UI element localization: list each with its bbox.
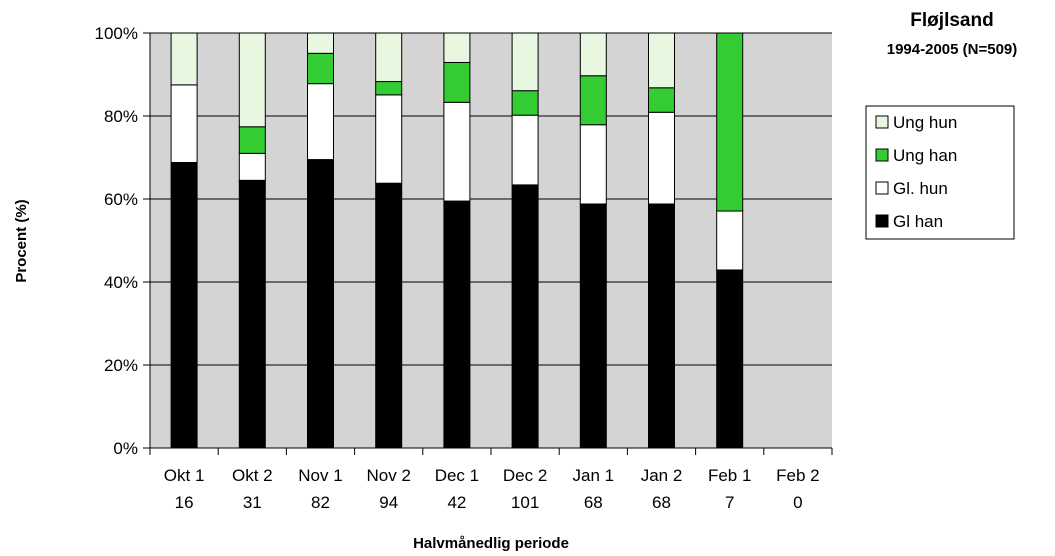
legend-swatch <box>875 214 889 228</box>
bar-segment <box>443 200 471 449</box>
x-tick-label: Feb 2 <box>776 466 819 485</box>
bar-segment <box>443 32 471 63</box>
bars <box>170 32 744 449</box>
chart-title: Fløjlsand <box>910 10 993 31</box>
legend-swatch <box>875 181 889 195</box>
x-tick-count: 0 <box>793 493 802 512</box>
bar-segment <box>375 32 403 83</box>
bar-segment <box>238 126 266 154</box>
bar-segment <box>238 152 266 181</box>
bar-segment <box>579 203 607 449</box>
legend-label: Gl han <box>893 212 943 231</box>
y-tick-labels: 0% 20% 40% 60% 80% 100% <box>95 24 150 458</box>
bar-segment <box>716 210 744 271</box>
legend-label: Gl. hun <box>893 179 948 198</box>
bar-segment <box>238 32 266 128</box>
y-axis-title: Procent (%) <box>13 199 30 282</box>
bar-segment <box>511 90 539 116</box>
bar-segment <box>716 32 744 212</box>
x-tick-label: Jan 2 <box>641 466 683 485</box>
x-tick-label: Dec 2 <box>503 466 547 485</box>
x-tick-label: Okt 1 <box>164 466 205 485</box>
x-tick-count: 7 <box>725 493 734 512</box>
bar-segment <box>648 32 675 89</box>
x-tick-label: Feb 1 <box>708 466 751 485</box>
x-tick-count: 16 <box>175 493 194 512</box>
y-tick-label: 20% <box>104 356 138 375</box>
bar-segment <box>648 203 675 449</box>
legend: Ung hun Ung han Gl. hun Gl han <box>865 105 1015 240</box>
legend-box <box>865 105 1015 240</box>
y-tick-label: 40% <box>104 273 138 292</box>
bar-segment <box>307 159 334 449</box>
y-tick-label: 100% <box>95 24 138 43</box>
bar-segment <box>648 87 675 113</box>
x-tick-count: 101 <box>511 493 539 512</box>
bar-segment <box>170 161 198 449</box>
bar-segment <box>443 61 471 103</box>
bar-segment <box>238 179 266 449</box>
x-tick-label: Dec 1 <box>435 466 479 485</box>
bar-segment <box>579 32 607 77</box>
bar-segment <box>307 52 334 85</box>
x-tick-count: 31 <box>243 493 262 512</box>
bar-segment <box>375 94 403 184</box>
bar-segment <box>579 124 607 205</box>
bar-segment <box>579 75 607 126</box>
bar-segment <box>511 184 539 449</box>
legend-label: Ung hun <box>893 113 957 132</box>
x-tick-count: 42 <box>447 493 466 512</box>
x-tick-count: 68 <box>584 493 603 512</box>
x-tick-label: Okt 2 <box>232 466 273 485</box>
bar-segment <box>375 81 403 96</box>
bar-segment <box>716 269 744 449</box>
bar-segment <box>170 84 198 163</box>
bar-segment <box>511 32 539 92</box>
bar-segment <box>443 101 471 202</box>
x-tick-count: 68 <box>652 493 671 512</box>
x-tick-label: Nov 1 <box>298 466 342 485</box>
bar-segment <box>511 114 539 186</box>
x-tick-count: 94 <box>379 493 398 512</box>
bar-segment <box>648 111 675 205</box>
bar-segment <box>307 83 334 161</box>
x-axis-title: Halvmånedlig periode <box>413 535 569 552</box>
y-tick-label: 80% <box>104 107 138 126</box>
legend-swatch <box>875 148 889 162</box>
legend-swatch <box>875 115 889 129</box>
y-tick-label: 0% <box>113 439 138 458</box>
bar-segment <box>375 182 403 449</box>
x-tick-label: Nov 2 <box>366 466 410 485</box>
x-tick-label: Jan 1 <box>573 466 615 485</box>
bar-segment <box>307 32 334 54</box>
y-tick-label: 60% <box>104 190 138 209</box>
bar-segment <box>170 32 198 86</box>
chart-subtitle: 1994-2005 (N=509) <box>887 41 1018 58</box>
x-tick-labels: Okt 1 16 Okt 2 31 Nov 1 82 Nov 2 94 Dec 1 42 Dec 2… <box>149 448 833 512</box>
legend-label: Ung han <box>893 146 957 165</box>
x-tick-count: 82 <box>311 493 330 512</box>
